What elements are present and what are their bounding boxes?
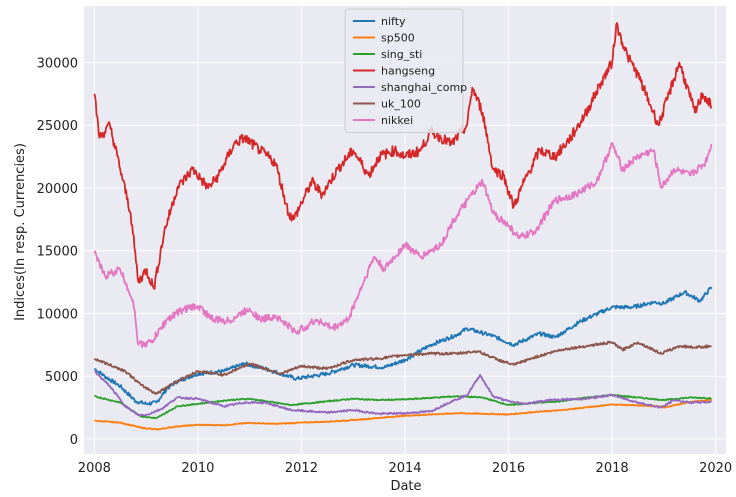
y-tick-label: 5000 <box>45 370 78 385</box>
series-line-uk_100 <box>93 340 712 395</box>
legend-box <box>344 8 464 133</box>
legend-label: uk_100 <box>381 98 421 111</box>
x-tick-label: 2016 <box>492 461 525 476</box>
legend: nifty sp500 sing_sti hangseng shanghai_compu… <box>344 8 467 133</box>
y-tick-label: 0 <box>70 433 78 448</box>
x-axis-label: Date <box>390 479 421 494</box>
x-tick-label: 2012 <box>285 461 318 476</box>
series-line-sp500 <box>94 398 712 431</box>
legend-label: nifty <box>381 15 406 28</box>
legend-label: nikkei <box>381 114 413 127</box>
y-tick-label: 15000 <box>37 245 78 260</box>
x-tick-label: 2020 <box>699 461 732 476</box>
legend-label: hangseng <box>381 65 435 78</box>
x-axis: 2008 2010 2012 2014 2016 2018 2020 <box>78 461 732 476</box>
series-line-nifty <box>93 286 713 406</box>
series-lines <box>93 22 713 431</box>
x-tick-label: 2010 <box>181 461 214 476</box>
x-tick-label: 2014 <box>388 461 421 476</box>
x-tick-label: 2018 <box>596 461 629 476</box>
legend-label: sp500 <box>381 32 415 45</box>
series-line-hangseng <box>93 22 713 290</box>
series-line-nikkei <box>93 142 713 349</box>
y-tick-label: 30000 <box>37 56 78 71</box>
series-line-shanghai_comp <box>94 370 713 417</box>
y-tick-label: 25000 <box>37 119 78 134</box>
legend-label: sing_sti <box>381 48 422 61</box>
y-tick-label: 20000 <box>37 182 78 197</box>
y-axis-label: Indices(In resp. Currencies) <box>13 143 28 321</box>
y-axis: 0 5000 10000 15000 20000 25000 30000 <box>37 56 78 447</box>
y-tick-label: 10000 <box>37 307 78 322</box>
legend-label: shanghai_comp <box>381 81 467 94</box>
x-tick-label: 2008 <box>78 461 111 476</box>
